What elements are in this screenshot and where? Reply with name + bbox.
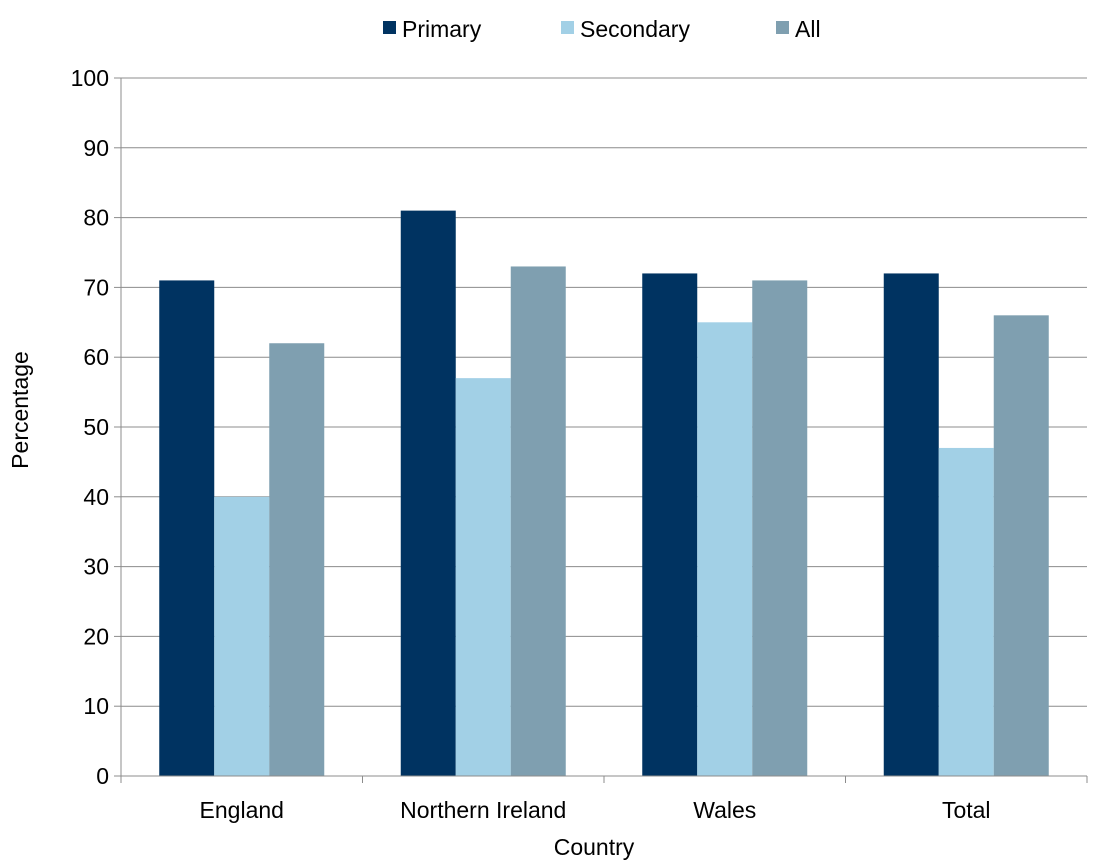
x-tick-label: England [200, 797, 284, 823]
legend-swatch-all [776, 21, 789, 34]
y-tick-label: 90 [83, 135, 109, 161]
x-tick-label: Wales [693, 797, 756, 823]
bar-all-england [269, 343, 325, 776]
x-tick-label: Total [942, 797, 991, 823]
y-tick-label: 10 [83, 693, 109, 719]
y-axis-label: Percentage [7, 351, 33, 469]
bar-secondary-wales [697, 322, 753, 776]
bar-primary-northern-ireland [400, 210, 456, 776]
y-tick-label: 80 [83, 205, 109, 231]
axes [114, 77, 1088, 783]
y-tick-label: 60 [83, 344, 109, 370]
bar-primary-total [883, 273, 939, 776]
legend: Primary Secondary All [383, 16, 821, 42]
legend-swatch-primary [383, 21, 396, 34]
y-tick-label: 30 [83, 554, 109, 580]
legend-label-primary: Primary [402, 16, 482, 42]
bar-secondary-total [938, 447, 994, 776]
legend-swatch-secondary [561, 21, 574, 34]
bars [159, 210, 1049, 776]
bar-all-wales [752, 280, 808, 776]
x-tick-labels: England Northern Ireland Wales Total [200, 797, 991, 823]
y-tick-label: 70 [83, 274, 109, 300]
y-tick-label: 100 [71, 65, 109, 91]
bar-primary-wales [642, 273, 698, 776]
y-tick-label: 50 [83, 414, 109, 440]
bar-secondary-england [214, 496, 270, 776]
x-tick-label: Northern Ireland [400, 797, 566, 823]
y-tick-label: 20 [83, 623, 109, 649]
bar-secondary-northern-ireland [455, 378, 511, 776]
bar-all-total [993, 315, 1049, 776]
x-axis-label: Country [554, 834, 635, 860]
y-tick-label: 40 [83, 484, 109, 510]
bar-all-northern-ireland [510, 266, 566, 776]
legend-label-all: All [795, 16, 821, 42]
bar-primary-england [159, 280, 215, 776]
y-tick-labels: 0 10 20 30 40 50 60 70 80 90 100 [71, 65, 109, 789]
legend-label-secondary: Secondary [580, 16, 690, 42]
y-tick-label: 0 [96, 763, 109, 789]
